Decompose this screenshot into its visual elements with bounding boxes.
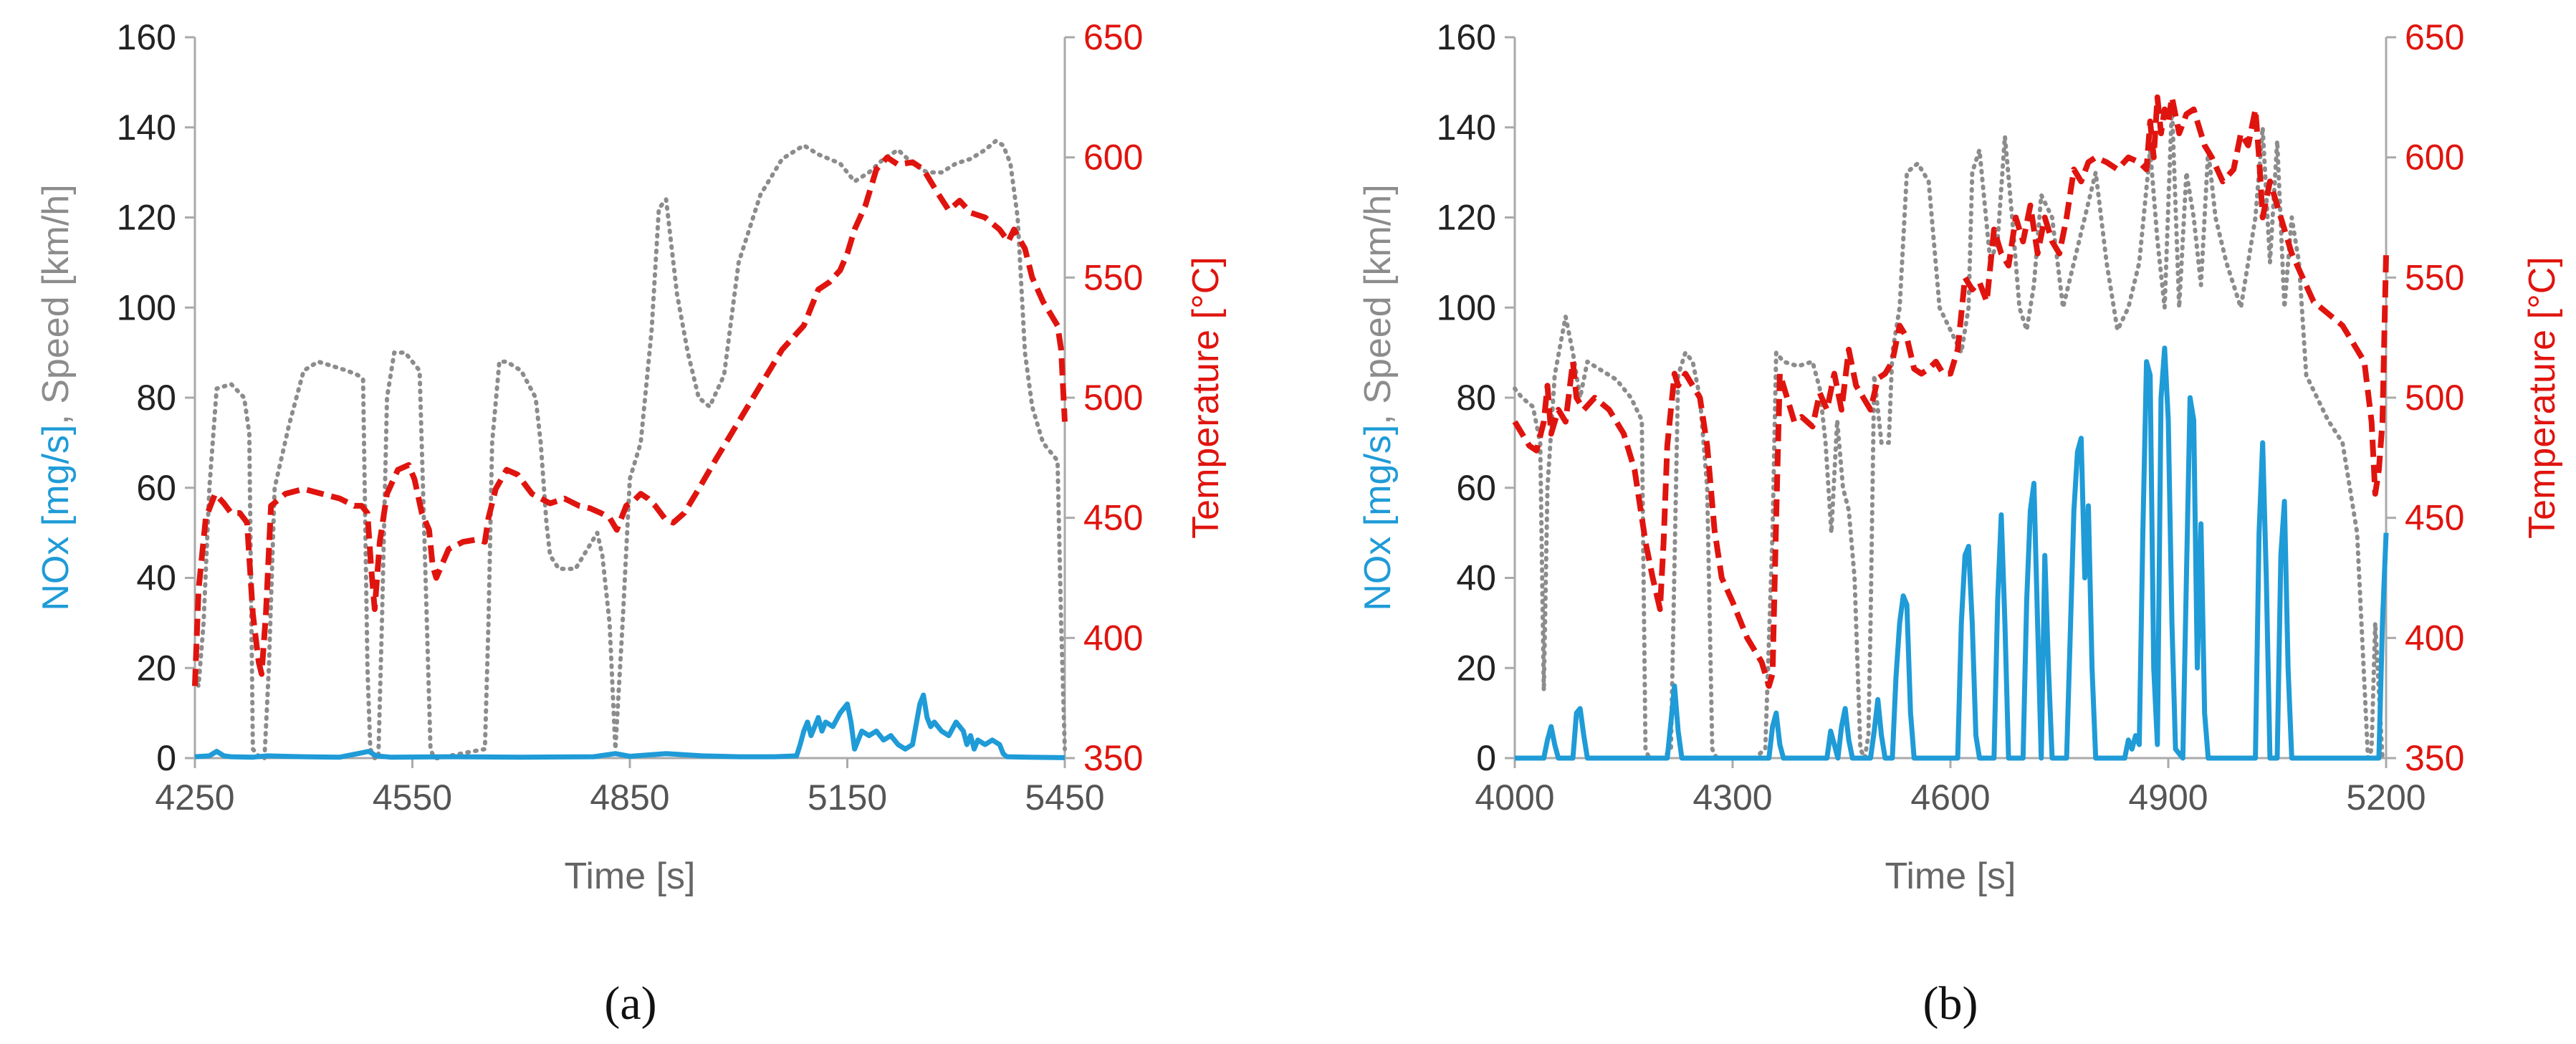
x-tick-label: 4550 — [373, 777, 452, 818]
panel-label: (b) — [1923, 977, 1978, 1030]
series-temperature-line — [1512, 94, 2389, 689]
y-tick-left-label: 20 — [136, 648, 176, 688]
y-tick-left-label: 60 — [136, 468, 176, 508]
y-tick-left-label: 140 — [1437, 107, 1496, 148]
y-tick-right-label: 650 — [1083, 17, 1143, 57]
x-axis-title: Time [s] — [1885, 856, 2016, 897]
y-tick-right-label: 450 — [1083, 498, 1143, 538]
y-axis-left-title-nox: NOx [mg/s] — [1357, 425, 1399, 611]
x-tick-label: 4000 — [1475, 777, 1554, 818]
y-tick-right-label: 600 — [2405, 138, 2464, 178]
x-tick-label: 4300 — [1692, 777, 1772, 818]
y-tick-right-label: 400 — [1083, 618, 1143, 658]
y-tick-right-label: 450 — [2405, 498, 2464, 538]
y-tick-right-label: 400 — [2405, 618, 2464, 658]
y-axis-left-title: NOx [mg/s], Speed [km/h] — [1357, 184, 1399, 610]
x-tick-label: 4900 — [2128, 777, 2208, 818]
series-nox-line — [194, 692, 1066, 760]
y-axis-right-title: Temperature [°C] — [2522, 257, 2563, 539]
y-tick-left-label: 20 — [1456, 648, 1496, 688]
x-tick-label: 5150 — [808, 777, 887, 818]
series-temperature-line — [192, 154, 1068, 686]
y-tick-left-label: 60 — [1456, 468, 1496, 508]
y-tick-left-label: 0 — [1476, 738, 1496, 778]
panel-a-chart: 0 20 40 60 80 100 120 140 160 350 400 450 500 550 600 6… — [35, 17, 1227, 1030]
x-axis-title: Time [s] — [565, 856, 696, 897]
y-axis-left-title-nox: NOx [mg/s] — [35, 425, 77, 611]
y-tick-left-label: 80 — [1456, 378, 1496, 418]
y-tick-right-label: 600 — [1083, 138, 1143, 178]
y-axis-right-title: Temperature [°C] — [1185, 257, 1227, 539]
y-axis-left-title-speed: , Speed [km/h] — [1357, 184, 1399, 424]
y-tick-left-label: 40 — [1456, 558, 1496, 598]
y-tick-left-label: 160 — [1437, 17, 1496, 57]
x-tick-label: 5200 — [2346, 777, 2426, 818]
y-tick-left-label: 100 — [1437, 287, 1496, 327]
series-nox-line — [1515, 345, 2389, 761]
y-tick-left-label: 160 — [117, 17, 176, 57]
x-tick-label: 5450 — [1025, 777, 1104, 818]
panel-b-chart: 0 20 40 60 80 100 120 140 160 350 400 450 500 550 600 6… — [1357, 17, 2563, 1030]
y-tick-left-label: 120 — [117, 198, 176, 238]
y-axis-left-title: NOx [mg/s], Speed [km/h] — [35, 184, 77, 610]
x-tick-label: 4600 — [1910, 777, 1990, 818]
y-tick-right-label: 550 — [2405, 257, 2464, 297]
y-axis-left-title-speed: , Speed [km/h] — [35, 184, 77, 424]
panel-label: (a) — [604, 977, 656, 1030]
y-tick-left-label: 140 — [117, 107, 176, 148]
y-tick-right-label: 500 — [1083, 378, 1143, 418]
y-tick-left-label: 80 — [136, 378, 176, 418]
y-tick-right-label: 550 — [1083, 257, 1143, 297]
x-tick-label: 4250 — [155, 777, 234, 818]
x-tick-label: 4850 — [590, 777, 669, 818]
y-tick-left-label: 100 — [117, 287, 176, 327]
y-tick-left-label: 0 — [156, 738, 176, 778]
y-tick-right-label: 350 — [1083, 738, 1143, 778]
y-tick-right-label: 650 — [2405, 17, 2464, 57]
series-speed-line — [193, 138, 1067, 760]
y-tick-left-label: 120 — [1437, 198, 1496, 238]
y-tick-right-label: 500 — [2405, 378, 2464, 418]
y-tick-left-label: 40 — [136, 558, 176, 598]
y-tick-right-label: 350 — [2405, 738, 2464, 778]
